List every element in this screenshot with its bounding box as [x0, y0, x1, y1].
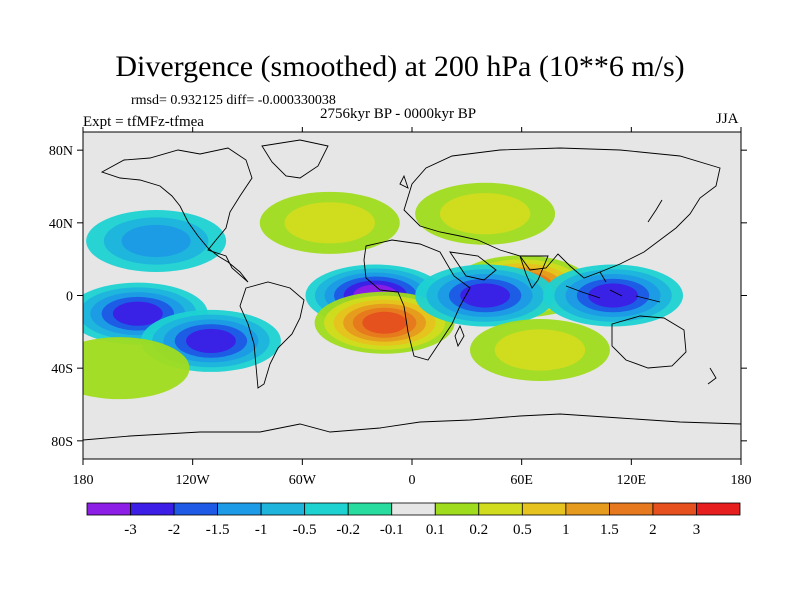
y-tick-label: 0 — [66, 290, 73, 305]
colorbar-label: -0.2 — [336, 522, 360, 538]
season-label: JJA — [716, 111, 739, 127]
colorbar-label: -1 — [255, 522, 268, 538]
colorbar-cell — [173, 502, 218, 516]
colorbar-label: 1 — [562, 522, 570, 538]
colorbar-label: -3 — [124, 522, 137, 538]
field-blob — [494, 329, 586, 371]
y-tick-label: 80S — [51, 435, 73, 450]
field-blob — [460, 283, 511, 308]
field-blob — [284, 202, 375, 244]
colorbar-cell — [478, 502, 523, 516]
y-tick-label: 40S — [51, 362, 73, 377]
map-fields — [83, 132, 741, 459]
x-tick-label: 120E — [617, 473, 647, 488]
colorbar-cell — [130, 502, 175, 516]
colorbar-label: 0.1 — [426, 522, 445, 538]
colorbar-cell — [652, 502, 697, 516]
colorbar-cell — [609, 502, 654, 516]
colorbar-label: 1.5 — [600, 522, 619, 538]
colorbar-label: 0.5 — [513, 522, 532, 538]
period-label: 2756kyr BP - 0000kyr BP — [320, 106, 477, 122]
colorbar: -3 -2 -1.5 -1 -0.5 -0.2 -0.1 0.1 0.2 0.5 1 1.5 2 3 — [86, 502, 741, 538]
field-blob — [588, 283, 638, 308]
y-tick-label: 80N — [49, 144, 73, 159]
x-tick-label: 0 — [409, 473, 416, 488]
colorbar-cell — [260, 502, 306, 516]
coastlines — [83, 139, 741, 441]
colorbar-label: -1.5 — [206, 522, 230, 538]
colorbar-cell — [696, 502, 741, 516]
colorbar-label: -0.1 — [380, 522, 404, 538]
field-blob — [83, 337, 190, 400]
colorbar-cell — [347, 502, 393, 516]
colorbar-label: 2 — [649, 522, 657, 538]
field-blob — [121, 224, 191, 258]
field-blob — [362, 311, 407, 334]
y-tick-label: 40N — [49, 217, 73, 232]
x-tick-label: 180 — [731, 473, 752, 488]
chart-title: Divergence (smoothed) at 200 hPa (10**6 … — [115, 50, 685, 83]
colorbar-cell — [521, 502, 567, 516]
x-tick-label: 60E — [510, 473, 533, 488]
colorbar-label: 3 — [693, 522, 701, 538]
colorbar-label: -0.5 — [293, 522, 317, 538]
x-tick-label: 120W — [176, 473, 211, 488]
colorbar-cell — [565, 502, 610, 516]
colorbar-label: 0.2 — [469, 522, 488, 538]
x-tick-label: 180 — [73, 473, 94, 488]
field-blob — [112, 301, 163, 326]
axes: 180 120W 60W 0 60E 120E 180 80N 40N 0 40S 80S — [49, 127, 752, 488]
field-blob — [439, 193, 531, 235]
experiment-label: Expt = tfMFz-tfmea — [83, 114, 204, 130]
colorbar-cell — [434, 502, 480, 516]
colorbar-label: -2 — [168, 522, 181, 538]
stats-label: rmsd= 0.932125 diff= -0.000330038 — [131, 93, 336, 108]
colorbar-cell — [304, 502, 349, 516]
colorbar-cell — [391, 502, 436, 516]
colorbar-cell — [86, 502, 131, 516]
field-blob — [186, 328, 236, 354]
x-tick-label: 60W — [289, 473, 317, 488]
colorbar-cell — [217, 502, 262, 516]
